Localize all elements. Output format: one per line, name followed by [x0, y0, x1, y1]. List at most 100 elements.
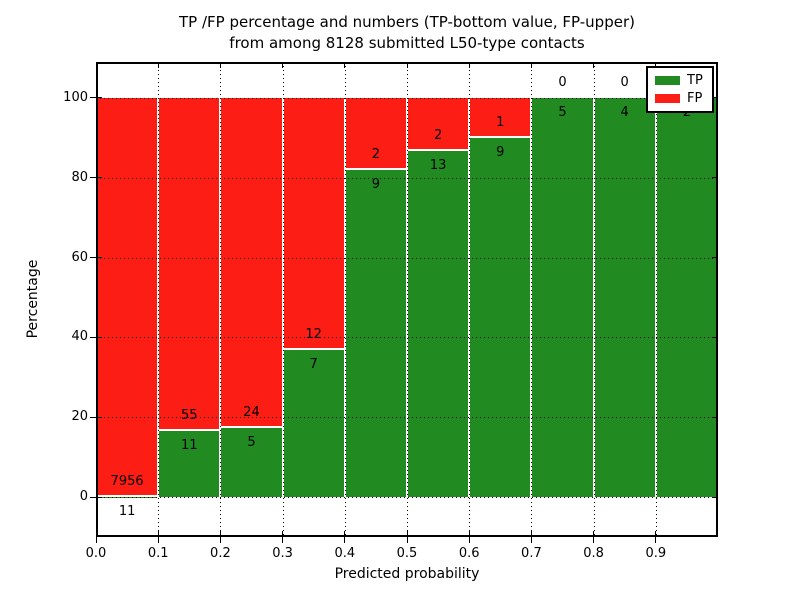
x-tick-label: 0.9	[645, 546, 667, 561]
tp-count-label: 9	[496, 144, 505, 160]
v-gridline	[282, 62, 284, 537]
bar-tp-segment	[593, 97, 656, 498]
x-tick-mark-inner	[157, 531, 159, 535]
x-tick-mark-top	[593, 64, 595, 68]
x-tick-mark-inner	[282, 531, 284, 535]
y-tick-mark	[90, 257, 96, 259]
fp-count-label: 0	[620, 74, 629, 90]
legend: TP FP	[646, 66, 714, 113]
x-tick-mark-top	[530, 64, 532, 68]
y-tick-mark	[90, 177, 96, 179]
y-tick-label: 100	[63, 89, 88, 105]
x-axis-label: Predicted probability	[334, 566, 480, 582]
x-tick-label: 0.0	[85, 546, 107, 561]
x-tick-mark-top	[344, 64, 346, 68]
x-tick-mark-inner	[655, 531, 657, 535]
x-tick-label: 0.5	[396, 546, 418, 561]
x-tick-mark-inner	[406, 531, 408, 535]
y-tick-mark-inner	[98, 416, 102, 418]
y-tick-label: 20	[71, 409, 88, 425]
fp-count-label: 2	[433, 128, 443, 144]
bar-tp-segment	[220, 428, 283, 498]
tp-count-label: 13	[429, 158, 447, 174]
bar-tp-segment	[531, 97, 594, 498]
v-gridline	[344, 62, 346, 537]
v-gridline	[593, 62, 595, 537]
x-tick-mark-inner	[95, 531, 97, 535]
y-tick-mark-inner	[98, 177, 102, 179]
tp-count-label: 9	[371, 177, 381, 193]
bar-fp-segment	[407, 97, 470, 152]
bar-tp-segment	[344, 170, 407, 498]
v-gridline	[220, 62, 222, 537]
y-tick-mark-inner	[98, 336, 102, 338]
x-tick-mark	[157, 537, 159, 543]
bar-fp-segment	[220, 97, 283, 429]
v-gridline	[655, 62, 657, 537]
legend-entry-fp: FP	[655, 92, 712, 105]
y-tick-mark-right	[712, 496, 716, 498]
x-tick-mark	[282, 537, 284, 543]
legend-label-fp: FP	[687, 91, 703, 107]
x-tick-mark	[344, 537, 346, 543]
tp-count-label: 5	[247, 435, 256, 451]
x-tick-mark	[593, 537, 595, 543]
fp-count-label: 24	[243, 405, 260, 421]
x-tick-mark	[95, 537, 97, 543]
x-tick-mark	[219, 537, 221, 543]
fp-count-label: 0	[558, 74, 567, 90]
y-tick-label: 40	[71, 329, 88, 345]
fp-color-swatch	[655, 94, 680, 104]
bar-fp-segment	[344, 97, 407, 171]
bar-tp-segment	[282, 350, 345, 498]
x-tick-mark-top	[95, 64, 97, 68]
y-tick-label: 60	[71, 249, 88, 265]
x-tick-label: 0.7	[521, 546, 542, 561]
x-tick-mark-inner	[219, 531, 221, 535]
bar-tp-segment	[655, 97, 718, 498]
chart-title: TP /FP percentage and numbers (TP-bottom…	[96, 12, 718, 54]
x-tick-label: 0.8	[583, 546, 604, 561]
y-tick-mark	[90, 416, 96, 418]
y-tick-mark-right	[712, 336, 716, 338]
y-tick-mark-right	[712, 416, 716, 418]
x-tick-mark-top	[219, 64, 221, 68]
x-tick-label: 0.4	[334, 546, 356, 561]
bar-fp-segment	[158, 97, 221, 431]
y-tick-mark-right	[712, 177, 716, 179]
x-tick-label: 0.6	[458, 546, 480, 561]
y-tick-mark-inner	[98, 97, 102, 99]
fp-count-label: 2	[371, 147, 381, 163]
x-tick-mark-top	[406, 64, 408, 68]
x-tick-label: 0.2	[210, 546, 231, 561]
fp-count-label: 7956	[110, 473, 144, 489]
bar-fp-segment	[282, 97, 345, 351]
v-gridline	[407, 62, 408, 537]
y-tick-label: 80	[71, 169, 88, 185]
chart-title-line1: TP /FP percentage and numbers (TP-bottom…	[179, 13, 635, 31]
y-tick-mark-inner	[98, 257, 102, 259]
x-tick-mark-inner	[468, 531, 470, 535]
v-gridline	[158, 62, 160, 537]
legend-entry-tp: TP	[655, 74, 712, 87]
x-tick-mark-inner	[344, 531, 346, 535]
bar-tp-segment	[469, 137, 532, 498]
y-tick-mark-inner	[98, 496, 102, 498]
x-tick-label: 0.1	[147, 546, 169, 561]
x-tick-mark-top	[468, 64, 470, 68]
y-tick-mark-right	[712, 97, 716, 99]
x-tick-mark-top	[282, 64, 284, 68]
x-tick-mark-top	[157, 64, 159, 68]
y-tick-label: 0	[79, 489, 88, 505]
x-tick-mark-inner	[530, 531, 532, 535]
v-gridline	[531, 62, 533, 537]
x-tick-mark	[406, 537, 408, 543]
tp-count-label: 5	[558, 104, 567, 120]
fp-count-label: 55	[181, 407, 198, 423]
y-tick-mark-right	[712, 257, 716, 259]
fp-count-label: 12	[305, 327, 322, 343]
chart-title-line2: from among 8128 submitted L50-type conta…	[229, 34, 585, 52]
legend-label-tp: TP	[687, 72, 703, 88]
x-tick-label: 0.3	[272, 546, 293, 561]
